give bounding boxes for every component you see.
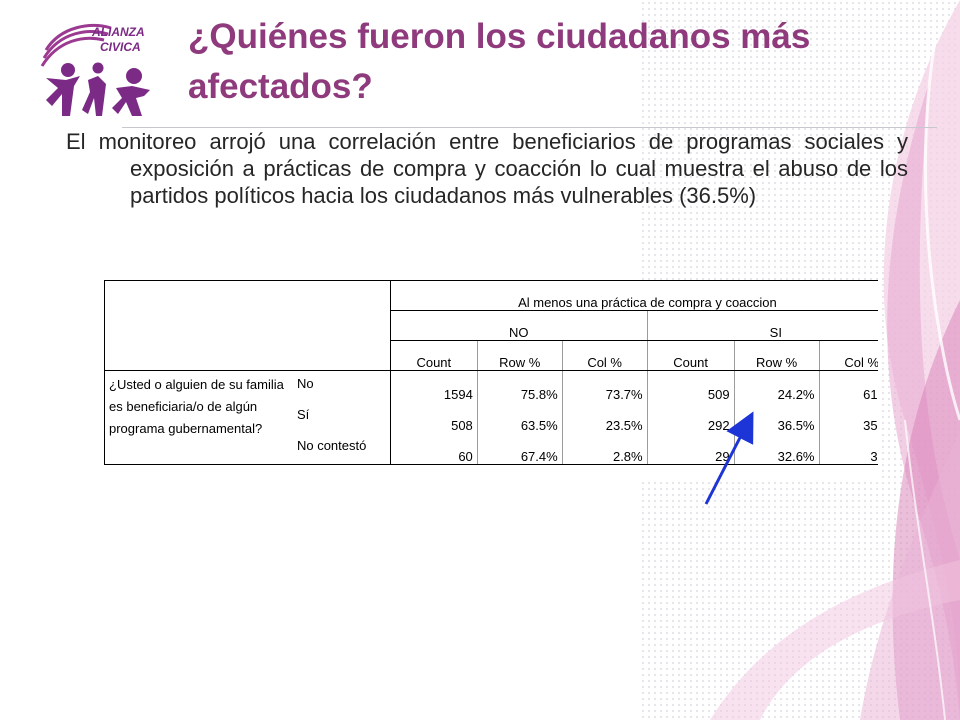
column-header: Count [389,340,478,371]
table-cell: 509 [646,370,735,402]
svg-text:CIVICA: CIVICA [100,40,141,54]
table-row: Sí 508 63.5% 23.5% 292 36.5% 35.2% [105,402,878,433]
table-cell-highlighted: 36.5% [733,402,819,433]
table-cell: 29 [646,433,735,465]
column-header: Col % [561,340,648,371]
crosstab-table-container: Al menos una práctica de compra y coacci… [104,280,878,480]
table-cell: 3.5% [818,433,878,465]
table-cell: 67.4% [476,433,563,465]
table-row: ¿Usted o alguien de su familia es benefi… [104,370,878,465]
table-header-top: Al menos una práctica de compra y coacci… [389,280,878,311]
svg-text:ALIANZA: ALIANZA [91,25,145,39]
title-divider [122,127,937,128]
row-question-label: ¿Usted o alguien de su familia es benefi… [104,370,293,465]
alianza-civica-logo: ALIANZA CIVICA [40,24,150,116]
group-header-no: NO [389,310,648,341]
column-header: Row % [733,340,819,371]
table-cell: 2.8% [561,433,648,465]
table-cell: 75.8% [476,370,563,402]
crosstab-table: Al menos una práctica de compra y coacci… [104,280,878,465]
table-cell: 1594 [389,370,478,402]
table-cell: 32.6% [733,433,819,465]
group-header-si: SI [646,310,878,341]
row-label: No contestó [292,433,391,465]
column-header: Col % [818,340,878,371]
table-cell: 24.2% [733,370,819,402]
table-cell: 508 [389,402,478,433]
slide-title: ¿Quiénes fueron los ciudadanos más afect… [188,17,811,106]
row-label: No [292,370,391,402]
table-cell: 73.7% [561,370,648,402]
row-label: Sí [296,407,310,422]
body-paragraph: El monitoreo arrojó una correlación entr… [66,129,908,208]
table-cell: 60 [389,433,478,465]
column-header: Count [646,340,735,371]
table-corner-cell [104,280,391,371]
table-cell: 35.2% [818,402,878,433]
table-cell: 63.5% [476,402,563,433]
table-cell: 23.5% [561,402,648,433]
table-cell: 61.3% [818,370,878,402]
table-cell: 292 [646,402,735,433]
column-header: Row % [476,340,563,371]
